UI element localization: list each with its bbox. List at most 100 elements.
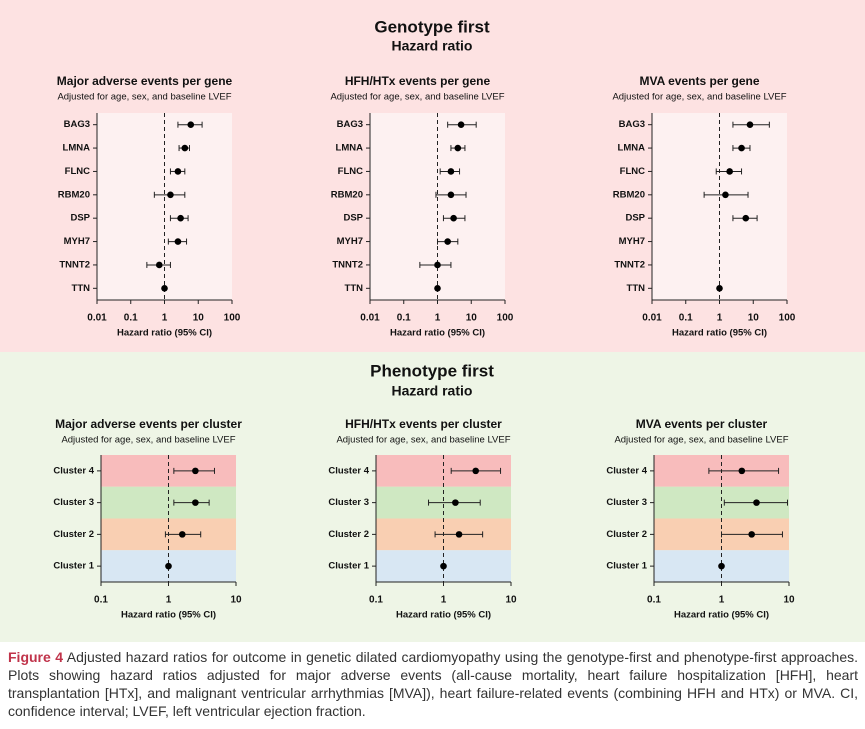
hazard-point [434, 285, 441, 292]
figure: Genotype first Hazard ratio Phenotype fi… [0, 0, 865, 642]
chart-subtitle: Adjusted for age, sex, and baseline LVEF [614, 435, 788, 446]
y-tick-label: TNNT2 [59, 259, 90, 270]
hazard-point [726, 168, 733, 175]
y-tick-label: Cluster 2 [606, 529, 647, 540]
hazard-point [447, 168, 455, 175]
section-subtitle: Hazard ratio [392, 38, 473, 54]
y-tick-label: Cluster 4 [53, 465, 94, 476]
chart-title: HFH/HTx events per cluster [345, 417, 502, 431]
caption-label: Figure 4 [8, 649, 64, 665]
section-title: Genotype first [374, 17, 490, 36]
y-tick-label: RBM20 [613, 189, 645, 200]
hazard-point [746, 121, 754, 128]
x-tick-label: 10 [783, 595, 795, 606]
x-tick-label: 0.1 [94, 595, 108, 606]
hazard-point [192, 467, 199, 475]
hazard-point [434, 261, 441, 269]
y-tick-label: Cluster 1 [53, 561, 94, 572]
y-tick-label: FLNC [620, 166, 645, 177]
x-axis-label: Hazard ratio (95% CI) [672, 328, 767, 339]
x-tick-label: 1 [717, 313, 723, 324]
x-tick-label: 10 [466, 313, 478, 324]
x-tick-label: 0.1 [679, 313, 693, 324]
x-tick-label: 0.01 [87, 313, 107, 324]
caption-text: Adjusted hazard ratios for outcome in ge… [8, 649, 858, 719]
chart-title: MVA events per gene [639, 74, 759, 88]
x-tick-label: 10 [748, 313, 760, 324]
hazard-point [457, 121, 465, 128]
chart-title: Major adverse events per gene [57, 74, 233, 88]
x-tick-label: 1 [162, 313, 168, 324]
x-axis-label: Hazard ratio (95% CI) [117, 328, 212, 339]
hazard-point [192, 499, 199, 506]
x-tick-label: 1 [719, 595, 725, 606]
y-tick-label: Cluster 4 [606, 465, 647, 476]
x-tick-label: 100 [779, 313, 796, 324]
x-tick-label: 1 [441, 595, 447, 606]
hazard-point [716, 285, 723, 292]
y-tick-label: Cluster 1 [606, 561, 647, 572]
x-tick-label: 10 [505, 595, 517, 606]
hazard-point [167, 191, 174, 199]
hazard-point [187, 121, 195, 128]
x-tick-label: 0.01 [360, 313, 380, 324]
y-tick-label: BAG3 [64, 119, 90, 130]
y-tick-label: BAG3 [619, 119, 645, 130]
hazard-point [178, 531, 186, 538]
y-tick-label: Cluster 2 [53, 529, 94, 540]
y-tick-label: RBM20 [58, 189, 90, 200]
y-tick-label: DSP [70, 213, 90, 224]
y-tick-label: Cluster 3 [606, 497, 647, 508]
x-tick-label: 100 [497, 313, 514, 324]
hazard-point [455, 531, 463, 538]
chart-subtitle: Adjusted for age, sex, and baseline LVEF [61, 435, 235, 446]
y-tick-label: MYH7 [619, 236, 645, 247]
x-tick-label: 1 [166, 595, 172, 606]
y-tick-label: Cluster 1 [328, 561, 369, 572]
y-tick-label: DSP [343, 213, 363, 224]
x-axis-label: Hazard ratio (95% CI) [396, 610, 491, 621]
hazard-point [738, 467, 746, 475]
y-tick-label: Cluster 4 [328, 465, 369, 476]
x-axis-label: Hazard ratio (95% CI) [674, 610, 769, 621]
hazard-point [753, 499, 760, 506]
hazard-point [165, 562, 172, 570]
y-tick-label: Cluster 3 [53, 497, 94, 508]
x-tick-label: 10 [193, 313, 205, 324]
hazard-point [181, 144, 189, 152]
hazard-point [161, 285, 168, 292]
hazard-point [454, 144, 462, 152]
y-tick-label: LMNA [336, 143, 364, 154]
x-tick-label: 0.01 [642, 313, 662, 324]
chart-title: Major adverse events per cluster [55, 417, 242, 431]
y-tick-label: TTN [627, 283, 646, 294]
y-tick-label: TTN [345, 283, 364, 294]
hazard-point [155, 261, 163, 269]
chart-subtitle: Adjusted for age, sex, and baseline LVEF [612, 92, 786, 103]
hazard-point [440, 562, 447, 570]
hazard-point [444, 238, 451, 245]
hazard-point [722, 191, 729, 199]
y-tick-label: DSP [625, 213, 645, 224]
chart-subtitle: Adjusted for age, sex, and baseline LVEF [336, 435, 510, 446]
chart-subtitle: Adjusted for age, sex, and baseline LVEF [330, 92, 504, 103]
y-tick-label: Cluster 3 [328, 497, 369, 508]
chart-title: HFH/HTx events per gene [345, 74, 491, 88]
y-tick-label: FLNC [65, 166, 90, 177]
y-tick-label: TNNT2 [332, 259, 363, 270]
hazard-point [447, 191, 455, 199]
x-tick-label: 0.1 [369, 595, 383, 606]
y-tick-label: LMNA [63, 143, 91, 154]
x-axis-label: Hazard ratio (95% CI) [121, 610, 216, 621]
hazard-point [742, 214, 750, 222]
y-tick-label: MYH7 [64, 236, 90, 247]
x-tick-label: 10 [230, 595, 242, 606]
caption: Figure 4 Adjusted hazard ratios for outc… [8, 648, 858, 720]
x-tick-label: 0.1 [124, 313, 138, 324]
section-subtitle: Hazard ratio [392, 383, 473, 399]
y-tick-label: TNNT2 [614, 259, 645, 270]
hazard-point [738, 144, 745, 152]
hazard-point [174, 238, 182, 245]
x-tick-label: 100 [224, 313, 241, 324]
